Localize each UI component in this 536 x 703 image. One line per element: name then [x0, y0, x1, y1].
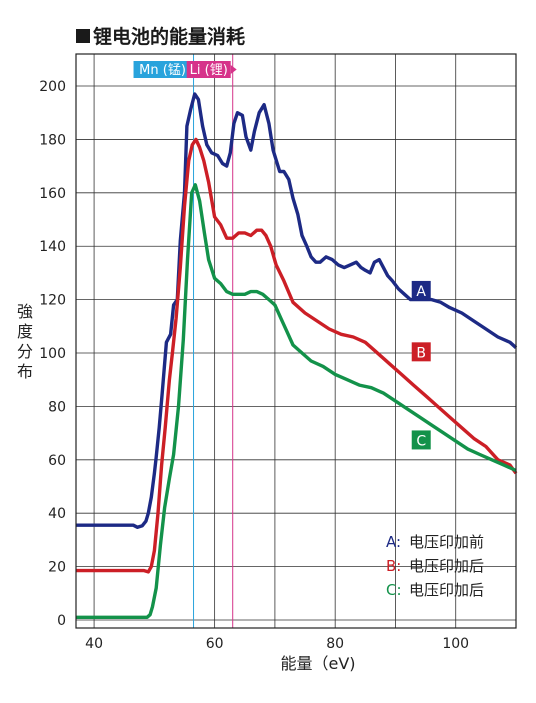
- y-tick-label: 40: [48, 506, 66, 522]
- series-label: A: [416, 284, 426, 300]
- y-tick-label: 120: [39, 293, 66, 309]
- y-axis-label-char: 強: [16, 302, 33, 321]
- series-label-box: [411, 342, 431, 362]
- reference-tag-label: Mn (锰): [139, 63, 186, 78]
- y-axis-label: 強度分布: [14, 302, 36, 382]
- x-axis-label: 能量（eV): [280, 654, 355, 673]
- reference-tag-pointer: [230, 65, 237, 74]
- x-tick-label: 80: [326, 636, 344, 652]
- chart-title-text: 锂电池的能量消耗: [93, 26, 246, 48]
- y-axis-label-char: 分: [16, 342, 33, 361]
- y-tick-label: 60: [48, 453, 66, 469]
- reference-tag-label: Li (锂): [190, 63, 228, 78]
- series-line-a: [76, 92, 518, 529]
- reference-tag: [186, 61, 231, 78]
- x-tick-label: 60: [206, 636, 224, 652]
- y-tick-label: 140: [39, 239, 66, 255]
- legend-key: A:: [386, 533, 401, 551]
- legend-key: B:: [386, 557, 401, 575]
- y-tick-label: 160: [39, 186, 66, 202]
- y-tick-label: 0: [57, 613, 66, 629]
- series-label: B: [416, 345, 426, 361]
- y-axis-label-char: 度: [16, 322, 33, 341]
- series-line-c: [76, 183, 517, 619]
- legend-text: 电压印加前: [409, 533, 484, 551]
- legend-text: 电压印加后: [409, 557, 484, 575]
- series-label-box: [411, 280, 431, 300]
- x-tick-label: 40: [85, 636, 103, 652]
- y-tick-label: 100: [39, 346, 66, 362]
- y-tick-label: 20: [48, 560, 66, 576]
- y-axis-label-char: 布: [16, 362, 33, 381]
- series-label-box: [411, 430, 431, 450]
- legend-key: C:: [386, 581, 402, 599]
- reference-tag: [133, 61, 192, 78]
- y-tick-label: 200: [39, 79, 66, 95]
- title-square-icon: [76, 28, 90, 43]
- x-tick-label: 100: [442, 636, 469, 652]
- series-line-b: [76, 137, 518, 574]
- legend-text: 电压印加后: [409, 581, 484, 599]
- series-label: C: [416, 433, 426, 449]
- chart-title: 锂电池的能量消耗: [76, 22, 245, 49]
- y-tick-label: 80: [48, 399, 66, 415]
- plot-frame: [75, 53, 517, 629]
- plot-area: [76, 54, 516, 628]
- y-tick-label: 180: [39, 132, 66, 148]
